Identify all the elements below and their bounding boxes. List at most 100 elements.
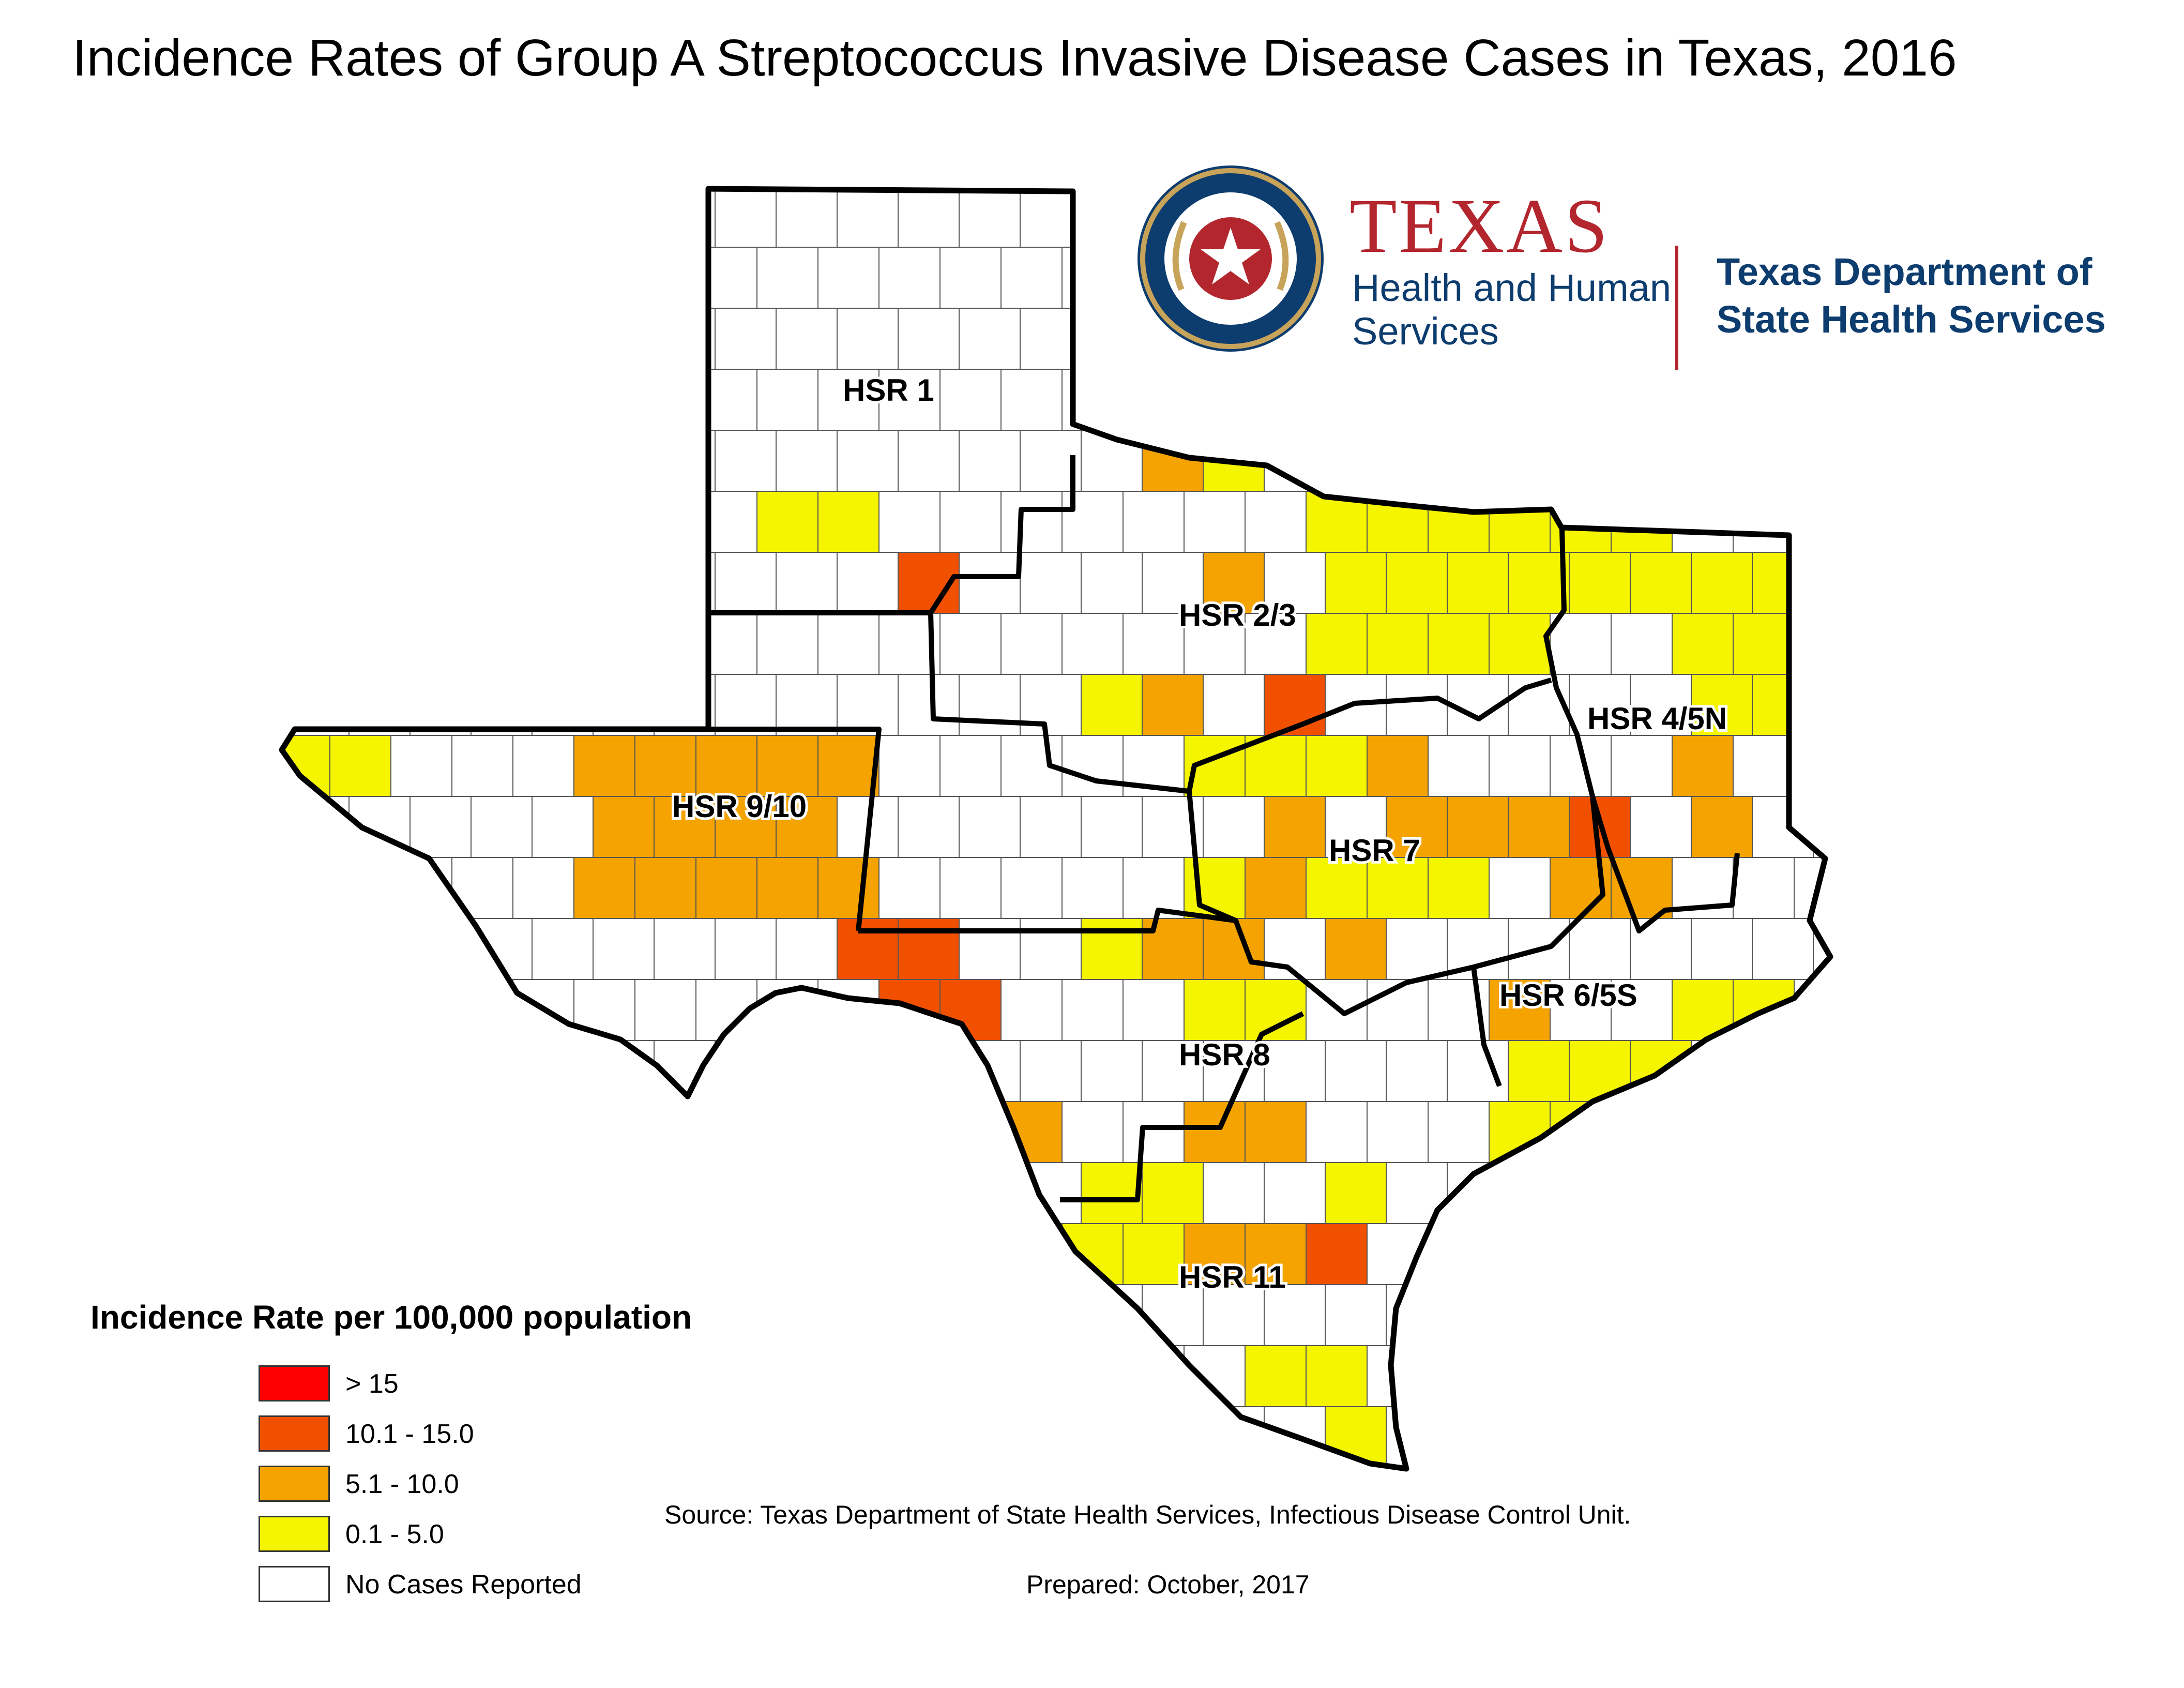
county-284 (1752, 796, 1814, 858)
county-483 (1203, 1284, 1265, 1346)
county-257 (1672, 735, 1734, 797)
region-label-hsr-8: HSR 8 (1179, 1037, 1270, 1072)
hsr-9-10-boundary (706, 613, 882, 931)
county-438 (1630, 1162, 1692, 1224)
county-127 (1691, 430, 1753, 492)
county-100 (1611, 369, 1673, 431)
county-501 (695, 1345, 757, 1407)
county-404 (1123, 1101, 1185, 1163)
county-330 (1386, 918, 1448, 980)
county-542 (1630, 1406, 1692, 1468)
county-222 (1142, 674, 1204, 736)
county-218 (898, 674, 960, 736)
county-440 (1752, 1162, 1814, 1224)
county-312 (287, 918, 350, 980)
county-276 (1264, 796, 1326, 858)
county-388 (1752, 1040, 1814, 1102)
county-223 (1203, 674, 1265, 736)
county-425 (837, 1162, 899, 1224)
county-448 (634, 1223, 696, 1285)
county-412 (1611, 1101, 1673, 1163)
county-96 (1367, 369, 1429, 431)
county-92 (1123, 369, 1185, 431)
county-485 (1325, 1284, 1387, 1346)
county-63 (959, 308, 1021, 370)
county-420 (532, 1162, 594, 1224)
county-305 (1428, 857, 1490, 919)
county-354 (1245, 979, 1307, 1041)
county-188 (634, 613, 696, 675)
county-534 (1142, 1406, 1204, 1468)
county-508 (1123, 1345, 1185, 1407)
county-145 (1184, 491, 1246, 553)
county-515 (1550, 1345, 1612, 1407)
hsr-8-boundary (858, 908, 1305, 1202)
county-133 (451, 491, 513, 553)
county-209 (348, 674, 411, 736)
county-406 (1245, 1101, 1307, 1163)
county-429 (1081, 1162, 1143, 1224)
county-369 (593, 1040, 655, 1102)
county-208 (287, 674, 350, 736)
county-123 (1447, 430, 1509, 492)
county-285 (1813, 796, 1830, 858)
county-27 (329, 247, 391, 309)
county-481 (1081, 1284, 1143, 1346)
county-545 (1813, 1406, 1830, 1468)
county-500 (634, 1345, 696, 1407)
county-383 (1447, 1040, 1509, 1102)
county-423 (715, 1162, 777, 1224)
county-351 (1061, 979, 1124, 1041)
agency-logo: TEXAS Health and Human Services Texas De… (1132, 160, 2166, 378)
county-87 (817, 369, 879, 431)
county-29 (451, 247, 513, 309)
region-label-hsr-4-5n: HSR 4/5N (1587, 701, 1727, 736)
county-287 (329, 857, 391, 919)
county-89 (939, 369, 1002, 431)
county-184 (390, 613, 452, 675)
county-569 (1672, 1467, 1734, 1469)
county-220 (1020, 674, 1082, 736)
logo-divider (1675, 246, 1678, 370)
county-85 (695, 369, 757, 431)
county-410 (1489, 1101, 1551, 1163)
county-443 (329, 1223, 391, 1285)
county-88 (878, 369, 941, 431)
county-377 (1081, 1040, 1143, 1102)
county-549 (451, 1467, 513, 1469)
county-26 (282, 247, 330, 309)
region-label-hsr-2-3: HSR 2/3 (1179, 598, 1296, 632)
county-451 (817, 1223, 879, 1285)
county-359 (1550, 979, 1612, 1041)
county-550 (512, 1467, 574, 1469)
county-98 (1489, 369, 1551, 431)
county-202 (1489, 613, 1551, 675)
county-490 (1630, 1284, 1692, 1346)
county-233 (1813, 674, 1830, 736)
county-132 (390, 491, 452, 553)
prepared-date: Prepared: October, 2017 (1026, 1570, 1310, 1599)
county-294 (756, 857, 818, 919)
county-251 (1306, 735, 1368, 797)
county-523 (471, 1406, 533, 1468)
county-266 (654, 796, 716, 858)
county-196 (1123, 613, 1185, 675)
county-176 (1508, 552, 1570, 614)
county-135 (573, 491, 635, 553)
county-128 (1752, 430, 1814, 492)
county-283 (1691, 796, 1753, 858)
county-329 (1325, 918, 1387, 980)
county-35 (817, 247, 879, 309)
county-204 (1611, 613, 1673, 675)
region-label-hsr-11: HSR 11 (1179, 1260, 1286, 1294)
county-81 (451, 369, 513, 431)
county-273 (1081, 796, 1143, 858)
county-180 (1752, 552, 1814, 614)
legend-label: No Cases Reported (345, 1570, 582, 1600)
county-539 (1447, 1406, 1509, 1468)
county-407 (1306, 1101, 1368, 1163)
county-487 (1447, 1284, 1509, 1346)
county-38 (1000, 247, 1063, 309)
county-533 (1081, 1406, 1143, 1468)
county-57 (593, 308, 655, 370)
